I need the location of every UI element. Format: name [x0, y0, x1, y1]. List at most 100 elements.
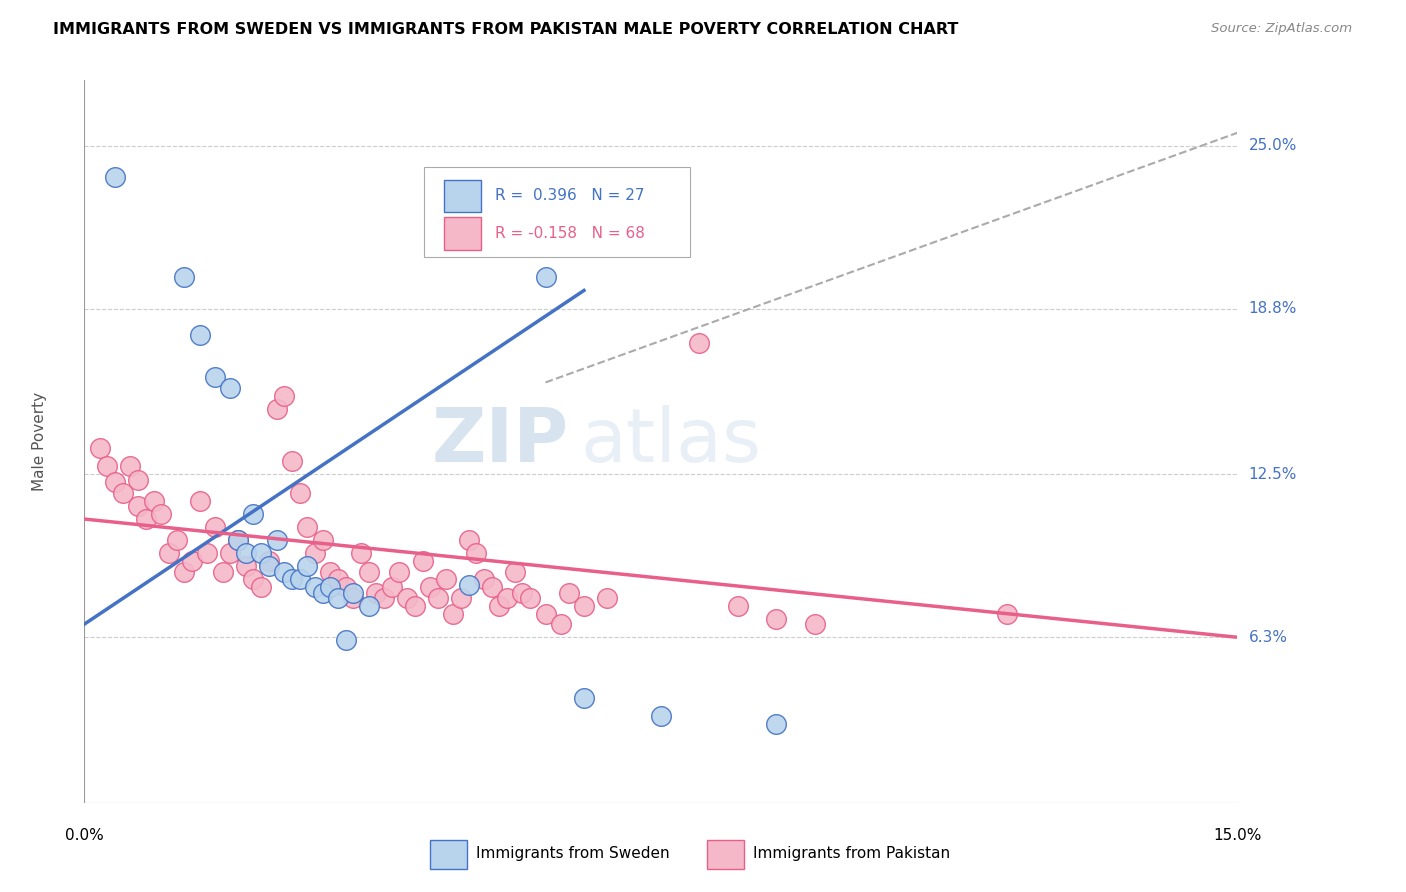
Text: 12.5%: 12.5% — [1249, 467, 1296, 482]
Point — [319, 565, 342, 579]
Point — [572, 599, 595, 613]
Point — [550, 617, 572, 632]
Point — [242, 573, 264, 587]
Point — [472, 573, 495, 587]
Point — [688, 336, 710, 351]
Point — [572, 690, 595, 705]
Text: R = -0.158   N = 68: R = -0.158 N = 68 — [495, 226, 645, 241]
Text: 6.3%: 6.3% — [1249, 630, 1288, 645]
Point — [297, 559, 319, 574]
Point — [765, 717, 787, 731]
Point — [357, 565, 380, 579]
Point — [765, 612, 787, 626]
Text: R =  0.396   N = 27: R = 0.396 N = 27 — [495, 188, 644, 203]
Point — [326, 591, 349, 605]
Point — [235, 559, 257, 574]
Point — [342, 585, 364, 599]
Point — [120, 459, 142, 474]
Point — [250, 580, 273, 594]
Point — [104, 475, 127, 490]
Point — [311, 533, 333, 547]
Point — [450, 591, 472, 605]
Point — [304, 546, 326, 560]
Text: Male Poverty: Male Poverty — [32, 392, 48, 491]
Point — [281, 454, 304, 468]
Point — [96, 459, 118, 474]
Point — [481, 580, 503, 594]
Point — [441, 607, 464, 621]
Point — [503, 565, 526, 579]
Point — [235, 546, 257, 560]
Text: 0.0%: 0.0% — [65, 828, 104, 843]
Point — [557, 585, 579, 599]
Point — [250, 546, 273, 560]
Point — [181, 554, 204, 568]
FancyBboxPatch shape — [444, 179, 481, 212]
Point — [266, 533, 288, 547]
Point — [195, 546, 218, 560]
Point — [111, 485, 134, 500]
Point — [412, 554, 434, 568]
Point — [135, 512, 157, 526]
Point — [488, 599, 510, 613]
Point — [404, 599, 426, 613]
Point — [512, 585, 534, 599]
Point — [204, 370, 226, 384]
Point — [326, 573, 349, 587]
Point — [211, 565, 233, 579]
Point — [142, 493, 165, 508]
Point — [396, 591, 419, 605]
Point — [127, 499, 149, 513]
Point — [219, 381, 242, 395]
Point — [242, 507, 264, 521]
Point — [281, 573, 304, 587]
Point — [173, 565, 195, 579]
Point — [226, 533, 249, 547]
Point — [257, 559, 280, 574]
Point — [373, 591, 395, 605]
Point — [650, 709, 672, 723]
Point — [727, 599, 749, 613]
Point — [288, 573, 311, 587]
Point — [335, 580, 357, 594]
Point — [219, 546, 242, 560]
Point — [335, 632, 357, 647]
Point — [496, 591, 519, 605]
Point — [342, 591, 364, 605]
Point — [204, 520, 226, 534]
Text: Source: ZipAtlas.com: Source: ZipAtlas.com — [1212, 22, 1353, 36]
Point — [995, 607, 1018, 621]
Point — [534, 270, 557, 285]
Text: atlas: atlas — [581, 405, 761, 478]
Text: ZIP: ZIP — [432, 405, 568, 478]
Text: IMMIGRANTS FROM SWEDEN VS IMMIGRANTS FROM PAKISTAN MALE POVERTY CORRELATION CHAR: IMMIGRANTS FROM SWEDEN VS IMMIGRANTS FRO… — [53, 22, 959, 37]
Point — [457, 578, 479, 592]
Point — [304, 580, 326, 594]
Point — [188, 493, 211, 508]
Point — [273, 388, 295, 402]
FancyBboxPatch shape — [444, 217, 481, 250]
Point — [350, 546, 373, 560]
FancyBboxPatch shape — [707, 840, 744, 870]
Point — [388, 565, 411, 579]
Text: 25.0%: 25.0% — [1249, 138, 1296, 153]
Point — [273, 565, 295, 579]
Text: Immigrants from Pakistan: Immigrants from Pakistan — [754, 846, 950, 861]
Point — [596, 591, 619, 605]
Point — [188, 328, 211, 343]
Point — [426, 591, 449, 605]
Point — [150, 507, 173, 521]
Point — [434, 573, 457, 587]
Point — [89, 441, 111, 455]
Text: 15.0%: 15.0% — [1213, 828, 1261, 843]
Point — [297, 520, 319, 534]
Point — [457, 533, 479, 547]
Text: Immigrants from Sweden: Immigrants from Sweden — [477, 846, 671, 861]
Text: 18.8%: 18.8% — [1249, 301, 1296, 317]
Point — [166, 533, 188, 547]
Point — [419, 580, 441, 594]
Point — [288, 485, 311, 500]
Point — [366, 585, 388, 599]
Point — [465, 546, 488, 560]
Point — [104, 170, 127, 185]
